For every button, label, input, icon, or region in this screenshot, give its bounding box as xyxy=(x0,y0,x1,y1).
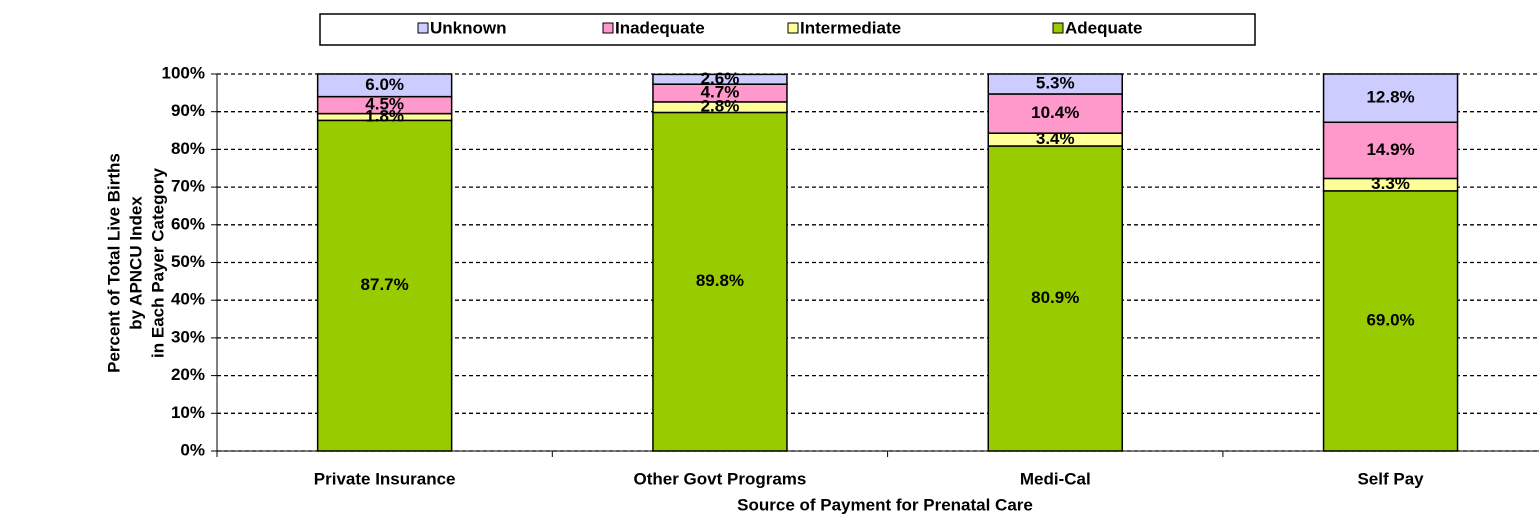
y-axis-title: in Each Payer Category xyxy=(148,168,167,358)
y-axis-title: Percent of Total Live Births xyxy=(104,153,123,373)
x-tick-label: Private Insurance xyxy=(314,469,456,488)
data-label: 2.6% xyxy=(701,69,740,88)
data-label: 87.7% xyxy=(361,275,409,294)
bar-segment xyxy=(1322,190,1459,452)
y-tick-label: 80% xyxy=(171,139,205,158)
x-tick-label: Medi-Cal xyxy=(1020,469,1091,488)
data-label: 12.8% xyxy=(1366,88,1414,107)
data-label: 5.3% xyxy=(1036,73,1075,92)
legend-label: Intermediate xyxy=(800,18,901,37)
y-tick-label: 90% xyxy=(171,101,205,120)
legend-swatch xyxy=(1052,22,1064,34)
legend-label: Unknown xyxy=(430,18,507,37)
y-axis-title: by APNCU Index xyxy=(126,196,145,330)
bar-segment xyxy=(987,145,1123,452)
data-label: 14.9% xyxy=(1366,140,1414,159)
y-tick-label: 100% xyxy=(162,63,205,82)
bar-segment xyxy=(652,73,788,85)
data-label: 69.0% xyxy=(1366,310,1414,329)
bar-segment xyxy=(1322,73,1459,124)
legend-swatch xyxy=(417,22,429,34)
y-tick-label: 10% xyxy=(171,403,205,422)
y-tick-label: 20% xyxy=(171,365,205,384)
data-label: 6.0% xyxy=(365,75,404,94)
data-label: 1.8% xyxy=(365,106,404,125)
data-label: 10.4% xyxy=(1031,103,1079,122)
data-label: 3.3% xyxy=(1371,174,1410,193)
data-label: 80.9% xyxy=(1031,288,1079,307)
data-label: 89.8% xyxy=(696,271,744,290)
data-label: 4.7% xyxy=(701,83,740,102)
legend-label: Adequate xyxy=(1065,18,1142,37)
y-tick-label: 60% xyxy=(171,214,205,233)
y-tick-label: 0% xyxy=(180,440,205,459)
legend-label: Inadequate xyxy=(615,18,705,37)
x-tick-label: Self Pay xyxy=(1357,469,1424,488)
data-label: 4.5% xyxy=(365,95,404,114)
bar-segment xyxy=(987,73,1123,95)
y-tick-label: 70% xyxy=(171,177,205,196)
y-tick-label: 40% xyxy=(171,290,205,309)
data-label: 3.4% xyxy=(1036,129,1075,148)
bar-segment xyxy=(316,119,453,452)
legend-swatch xyxy=(787,22,799,34)
data-label: 2.8% xyxy=(701,97,740,116)
y-tick-label: 50% xyxy=(171,252,205,271)
bar-segment xyxy=(1322,121,1459,180)
y-tick-label: 30% xyxy=(171,327,205,346)
bar-segment xyxy=(316,73,453,98)
x-tick-label: Other Govt Programs xyxy=(634,469,807,488)
legend-swatch xyxy=(602,22,614,34)
x-axis-title: Source of Payment for Prenatal Care xyxy=(737,495,1033,514)
